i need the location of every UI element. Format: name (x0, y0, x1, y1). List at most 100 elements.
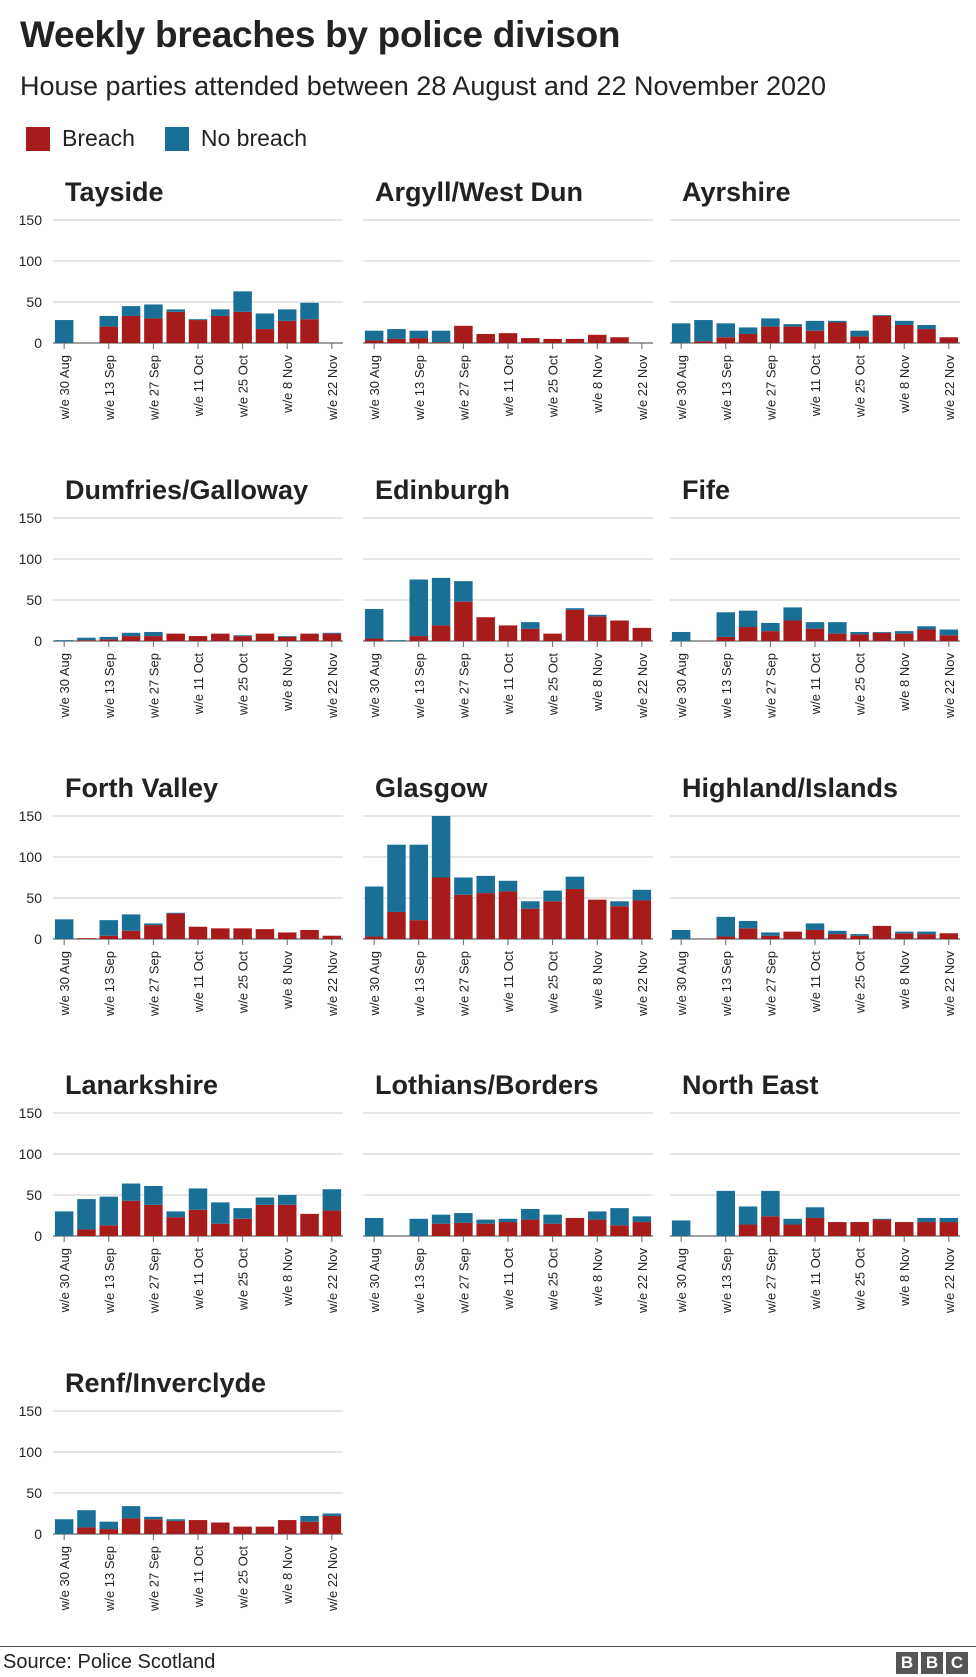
bar-breach (144, 925, 163, 939)
panel-north-east: North East w/e 30 Aug w/e 13 Sep w/e 27 Sep… (670, 1070, 960, 1314)
x-tick-label: w/e 13 Sep (412, 1248, 427, 1314)
bar-no-breach (761, 932, 780, 936)
bar-no-breach (454, 1213, 473, 1223)
bar-breach (694, 341, 713, 343)
bar-breach (121, 930, 141, 939)
bar-no-breach (322, 632, 342, 634)
bar-breach (188, 1520, 208, 1534)
bar-breach (166, 1217, 185, 1236)
bar-no-breach (364, 330, 384, 341)
x-tick-label: w/e 22 Nov (635, 951, 650, 1018)
x-tick-label: w/e 13 Sep (102, 951, 117, 1017)
panel-edinburgh: Edinburgh w/e 30 Aug w/e 13 Sep w/e 27 Sep w… (363, 475, 653, 719)
bar-breach (894, 933, 914, 939)
x-tick-label: w/e 11 Oct (808, 355, 823, 418)
bar-breach (144, 318, 163, 343)
x-tick-label: w/e 30 Aug (367, 951, 382, 1016)
source-note: Source: Police Scotland (3, 1651, 216, 1673)
bar-no-breach (917, 931, 936, 935)
x-tick-label: w/e 22 Nov (942, 951, 957, 1018)
panel-title: Fife (682, 475, 730, 505)
bar-breach (77, 938, 96, 939)
x-tick-label: w/e 8 Nov (590, 1248, 605, 1307)
y-tick-label: 0 (34, 335, 42, 351)
bar-breach (211, 928, 230, 939)
bar-no-breach (431, 1214, 451, 1224)
bbc-logo-letter: B (896, 1652, 918, 1674)
bar-breach (498, 1222, 518, 1236)
bar-breach (476, 617, 495, 641)
bar-no-breach (300, 1515, 319, 1522)
legend-item-no-breach: No breach (164, 125, 307, 152)
x-tick-label: w/e 30 Aug (674, 653, 689, 718)
x-tick-label: w/e 25 Oct (236, 653, 251, 717)
x-tick-label: w/e 27 Sep (763, 1248, 778, 1314)
bar-no-breach (77, 637, 96, 641)
bar-breach (166, 633, 185, 641)
bar-no-breach (387, 329, 406, 339)
y-tick-label: 50 (26, 592, 42, 608)
bar-breach (543, 633, 562, 641)
bar-breach (872, 1219, 892, 1236)
bar-no-breach (364, 609, 384, 639)
bar-no-breach (671, 631, 691, 641)
bar-breach (233, 1218, 252, 1236)
bar-no-breach (587, 1211, 607, 1220)
bar-no-breach (99, 1196, 119, 1226)
bar-breach (99, 935, 119, 939)
x-tick-label: w/e 8 Nov (280, 1248, 295, 1307)
bar-breach (917, 329, 936, 343)
y-tick-label: 150 (19, 212, 43, 228)
bar-no-breach (872, 315, 892, 316)
bar-breach (300, 929, 319, 939)
bar-no-breach (166, 309, 185, 312)
bar-breach (409, 920, 429, 939)
bar-no-breach (387, 640, 406, 641)
panel-tayside: Tayside 0 50 100 150 w/e 30 Aug w/e 13 Sep w/e … (19, 177, 343, 421)
bar-no-breach (54, 320, 74, 343)
bar-no-breach (166, 1519, 185, 1521)
bar-breach (917, 1222, 936, 1236)
x-tick-label: w/e 22 Nov (325, 355, 340, 422)
bar-no-breach (233, 635, 252, 637)
bar-breach (300, 633, 319, 641)
bar-no-breach (783, 607, 802, 621)
bar-no-breach (121, 306, 141, 316)
bar-no-breach (409, 330, 429, 339)
y-tick-label: 0 (34, 633, 42, 649)
x-tick-label: w/e 8 Nov (897, 951, 912, 1010)
bar-no-breach (671, 929, 691, 939)
bar-no-breach (211, 309, 230, 316)
bar-breach (431, 877, 451, 939)
y-tick-label: 100 (19, 1146, 43, 1162)
x-tick-label: w/e 22 Nov (325, 1546, 340, 1613)
bar-no-breach (716, 1190, 736, 1236)
bar-no-breach (716, 323, 736, 338)
bar-breach (144, 1519, 163, 1534)
panel-argyll-west-dun: Argyll/West Dun w/e 30 Aug w/e 13 Sep w/e 2… (363, 177, 653, 421)
bar-no-breach (805, 923, 825, 930)
bar-no-breach (783, 324, 802, 327)
panel-title: Lanarkshire (65, 1070, 218, 1100)
bar-no-breach (255, 313, 275, 330)
bar-no-breach (894, 931, 914, 934)
x-tick-label: w/e 11 Oct (808, 1248, 823, 1311)
bar-breach (610, 1225, 629, 1236)
bar-breach (805, 929, 825, 939)
bar-breach (521, 1219, 540, 1236)
x-tick-label: w/e 13 Sep (102, 1248, 117, 1314)
legend-label-no-breach: No breach (200, 125, 307, 151)
y-tick-label: 50 (26, 1187, 42, 1203)
bar-no-breach (387, 844, 406, 912)
legend-item-breach: Breach (26, 125, 135, 152)
bar-no-breach (828, 320, 847, 323)
bar-no-breach (671, 1220, 691, 1236)
bar-no-breach (671, 323, 691, 343)
bar-breach (805, 330, 825, 343)
x-tick-label: w/e 27 Sep (456, 1248, 471, 1314)
bar-breach (144, 1204, 163, 1236)
x-tick-label: w/e 8 Nov (280, 653, 295, 712)
x-tick-label: w/e 13 Sep (719, 653, 734, 719)
bar-breach (99, 1529, 119, 1534)
